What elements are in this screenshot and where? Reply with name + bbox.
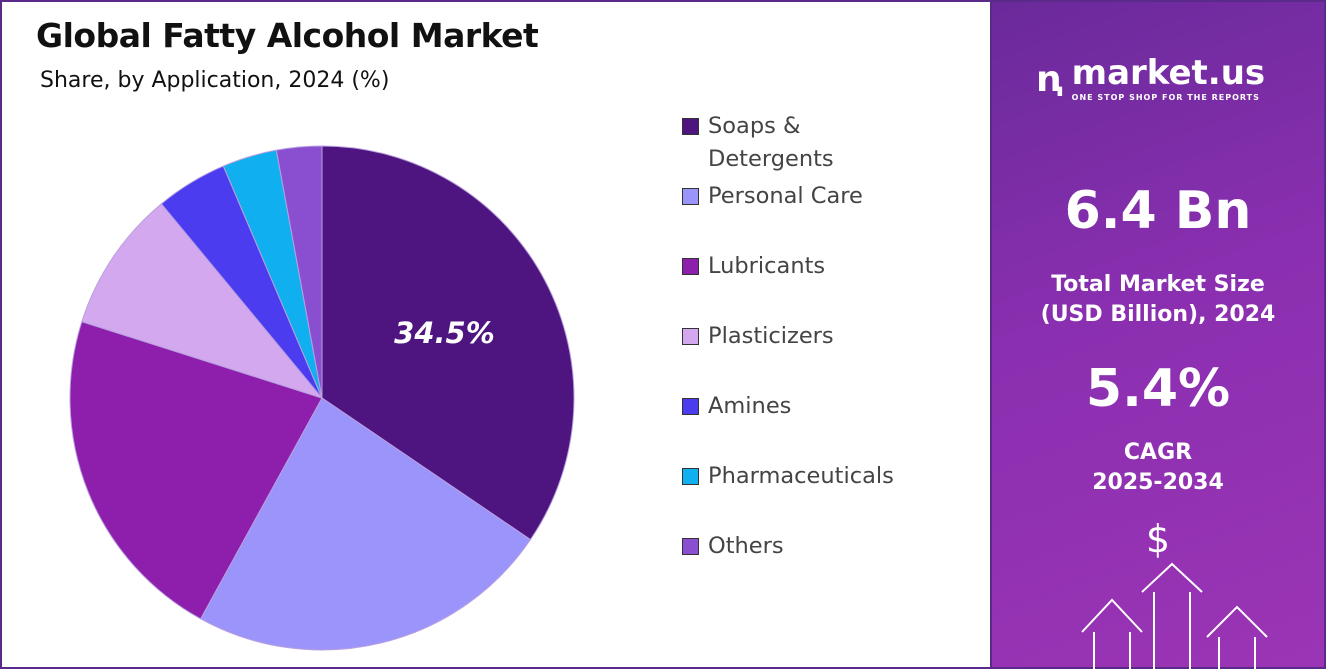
- legend-label: Pharmaceuticals: [708, 463, 894, 489]
- legend-item: Others: [682, 530, 784, 563]
- legend-swatch: [682, 398, 699, 415]
- chart-subtitle: Share, by Application, 2024 (%): [40, 68, 390, 93]
- legend-swatch: [682, 118, 699, 135]
- legend-swatch: [682, 468, 699, 485]
- chart-title: Global Fatty Alcohol Market: [36, 16, 539, 55]
- pie-slice-others: [275, 145, 323, 399]
- legend-item: Plasticizers: [682, 320, 834, 353]
- legend-label: Lubricants: [708, 253, 826, 279]
- market-size-label-2: (USD Billion), 2024: [1040, 302, 1276, 327]
- pie-slice-lubricants: [69, 321, 323, 620]
- legend-swatch: [682, 538, 699, 555]
- cagr-period: 2025-2034: [1092, 470, 1224, 495]
- cagr-value: 5.4%: [1085, 359, 1231, 419]
- pie-slice-plasticizers: [81, 203, 324, 399]
- legend-swatch: [682, 188, 699, 205]
- legend-label: Others: [708, 533, 784, 559]
- logo-icon: ꞑ: [1036, 58, 1064, 100]
- growth-arrows-icon: [1081, 562, 1268, 672]
- market-size-label: Total Market Size: [1051, 272, 1265, 297]
- pie-chart: 34.5%: [69, 145, 575, 651]
- cagr-label: CAGR: [1123, 440, 1193, 465]
- legend-item: Amines: [682, 390, 791, 423]
- legend-label: Personal Care: [708, 183, 863, 209]
- legend-label: Plasticizers: [708, 323, 834, 349]
- pie-slice-personal-care: [199, 397, 532, 651]
- legend-swatch: [682, 258, 699, 275]
- legend-item: Pharmaceuticals: [682, 460, 894, 493]
- data-label: 34.5%: [394, 316, 495, 350]
- chart-panel: Global Fatty Alcohol Market Share, by Ap…: [0, 0, 990, 669]
- legend-item: Soaps & Detergents: [682, 110, 872, 176]
- legend-label: Amines: [708, 393, 792, 419]
- pie-slice-soaps-detergents: [321, 145, 575, 541]
- logo-tagline: ONE STOP SHOP FOR THE REPORTS: [1071, 93, 1260, 102]
- market-size-value: 6.4 Bn: [1064, 181, 1252, 241]
- legend-label: Soaps & Detergents: [708, 113, 834, 172]
- legend-item: Personal Care: [682, 180, 863, 213]
- logo: ꞑ market.us ONE STOP SHOP FOR THE REPORT…: [1036, 54, 1265, 104]
- legend-swatch: [682, 328, 699, 345]
- logo-name: market.us: [1071, 53, 1266, 93]
- summary-panel: ꞑ market.us ONE STOP SHOP FOR THE REPORT…: [990, 0, 1326, 672]
- legend-item: Lubricants: [682, 250, 825, 283]
- dollar-icon: $: [1145, 517, 1171, 561]
